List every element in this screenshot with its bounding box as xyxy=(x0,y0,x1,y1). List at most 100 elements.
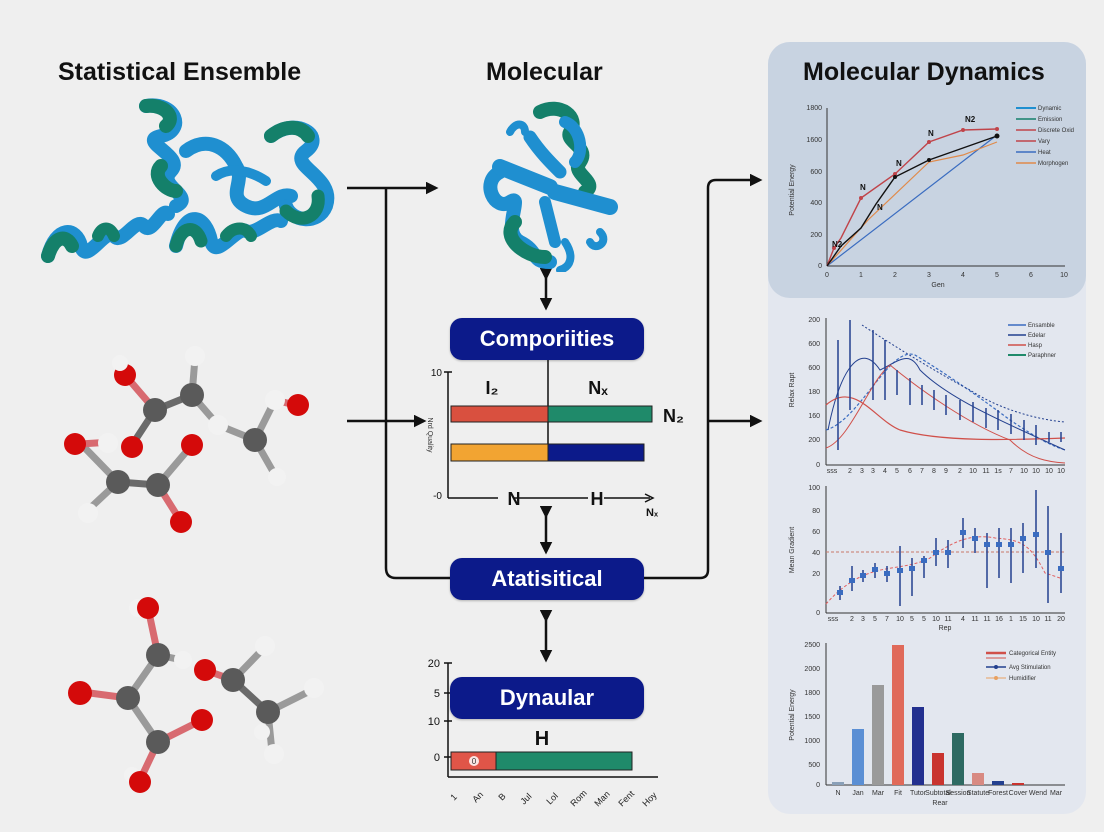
svg-text:20: 20 xyxy=(812,571,820,578)
svg-text:Edelar: Edelar xyxy=(1028,333,1045,339)
svg-text:Hasp: Hasp xyxy=(1028,343,1043,349)
svg-text:1500: 1500 xyxy=(804,714,820,721)
svg-text:10: 10 xyxy=(1032,468,1040,475)
svg-text:5: 5 xyxy=(995,272,999,279)
compositions-node[interactable]: Comporiities xyxy=(450,318,644,360)
svg-text:7: 7 xyxy=(885,616,889,623)
svg-text:Morphogen: Morphogen xyxy=(1038,161,1068,167)
svg-text:Discrete Oxid: Discrete Oxid xyxy=(1038,128,1074,134)
svg-text:Potential Energy: Potential Energy xyxy=(789,164,796,216)
svg-text:10: 10 xyxy=(428,716,440,728)
svg-text:H: H xyxy=(591,489,604,509)
svg-text:10: 10 xyxy=(1060,272,1068,279)
dynaular-node[interactable]: Dynaular xyxy=(450,677,644,719)
svg-text:600: 600 xyxy=(808,365,820,372)
svg-text:I₂: I₂ xyxy=(486,378,499,398)
svg-text:Rom: Rom xyxy=(568,788,589,809)
svg-text:3: 3 xyxy=(861,616,865,623)
svg-text:Heat: Heat xyxy=(1038,150,1051,156)
svg-text:5: 5 xyxy=(434,688,440,700)
svg-text:100: 100 xyxy=(808,485,820,492)
svg-text:Rep: Rep xyxy=(939,625,952,632)
svg-text:4: 4 xyxy=(961,616,965,623)
svg-text:4: 4 xyxy=(883,468,887,475)
svg-text:11: 11 xyxy=(971,616,978,623)
svg-text:N2: N2 xyxy=(965,115,976,124)
svg-text:Jul: Jul xyxy=(518,791,533,806)
svg-text:0: 0 xyxy=(816,610,820,617)
svg-text:Paraphner: Paraphner xyxy=(1028,353,1056,359)
svg-text:600: 600 xyxy=(810,169,822,176)
svg-text:Humidifier: Humidifier xyxy=(1009,676,1036,682)
svg-text:10: 10 xyxy=(896,616,904,623)
composition-chart: 10 -0 Nrd Quality I₂ Nₓ N₂ N H Nₓ xyxy=(426,360,684,519)
svg-text:Categorical Entity: Categorical Entity xyxy=(1009,651,1056,657)
middle-column-title: Molecular xyxy=(486,58,603,86)
svg-text:10: 10 xyxy=(1020,468,1028,475)
svg-text:B: B xyxy=(496,791,507,802)
svg-text:Vary: Vary xyxy=(1038,139,1050,145)
svg-text:200: 200 xyxy=(808,317,820,324)
svg-text:N: N xyxy=(896,159,902,168)
svg-text:N: N xyxy=(928,129,934,138)
statistical-node[interactable]: Atatisitical xyxy=(450,558,644,600)
svg-text:11: 11 xyxy=(1044,616,1051,623)
svg-text:0: 0 xyxy=(825,272,829,279)
compositions-label: Comporiities xyxy=(479,326,615,351)
svg-text:Cover: Cover xyxy=(1009,790,1028,797)
svg-text:8: 8 xyxy=(932,468,936,475)
svg-text:Avg Stimulation: Avg Stimulation xyxy=(1009,665,1051,671)
svg-text:0: 0 xyxy=(472,757,477,766)
svg-text:1: 1 xyxy=(1009,616,1013,623)
svg-text:5: 5 xyxy=(922,616,926,623)
svg-text:sss: sss xyxy=(828,616,839,623)
svg-text:Fent: Fent xyxy=(616,788,636,808)
svg-text:Hoy: Hoy xyxy=(640,790,659,809)
svg-text:1000: 1000 xyxy=(804,738,820,745)
svg-text:2: 2 xyxy=(848,468,852,475)
molecule-image-2 xyxy=(68,597,324,793)
svg-text:5: 5 xyxy=(910,616,914,623)
svg-text:N: N xyxy=(835,790,840,797)
svg-text:Nrd Quality: Nrd Quality xyxy=(426,417,433,453)
svg-text:2: 2 xyxy=(958,468,962,475)
svg-text:Nₓ: Nₓ xyxy=(588,378,608,398)
svg-text:Mar: Mar xyxy=(1050,790,1063,797)
svg-text:Potential Energy: Potential Energy xyxy=(789,689,796,741)
svg-text:500: 500 xyxy=(808,762,820,769)
svg-text:1800: 1800 xyxy=(806,105,822,112)
svg-text:Emission: Emission xyxy=(1038,117,1062,123)
svg-text:2: 2 xyxy=(850,616,854,623)
svg-text:Mar: Mar xyxy=(872,790,885,797)
svg-text:Dynamic: Dynamic xyxy=(1038,106,1061,112)
svg-text:H: H xyxy=(535,728,549,750)
svg-text:Subtotal: Subtotal xyxy=(925,790,951,797)
right-panel-header xyxy=(768,42,1086,298)
svg-text:160: 160 xyxy=(808,413,820,420)
svg-text:Rear: Rear xyxy=(932,800,948,807)
svg-text:3: 3 xyxy=(927,272,931,279)
svg-text:0: 0 xyxy=(818,263,822,270)
svg-text:10: 10 xyxy=(1045,468,1053,475)
svg-text:180: 180 xyxy=(808,389,820,396)
svg-text:11: 11 xyxy=(982,468,989,475)
svg-text:6: 6 xyxy=(908,468,912,475)
line-chart-relaxation: 200 600 600 180 160 200 0 Relax Rapt sss 2 3 3 4 5… xyxy=(789,317,1066,475)
svg-text:2000: 2000 xyxy=(804,666,820,673)
svg-text:16: 16 xyxy=(995,616,1003,623)
svg-text:Fit: Fit xyxy=(894,790,902,797)
svg-text:11: 11 xyxy=(944,616,951,623)
svg-text:1800: 1800 xyxy=(804,690,820,697)
svg-text:Forest: Forest xyxy=(988,790,1008,797)
svg-text:1: 1 xyxy=(448,792,459,803)
svg-text:10: 10 xyxy=(1057,468,1065,475)
svg-text:-0: -0 xyxy=(433,491,442,502)
svg-text:Mean Gradient: Mean Gradient xyxy=(789,527,796,573)
svg-text:1600: 1600 xyxy=(806,137,822,144)
svg-text:20: 20 xyxy=(1057,616,1065,623)
svg-text:Lol: Lol xyxy=(544,791,560,807)
right-column-title: Molecular Dynamics xyxy=(803,58,1045,86)
svg-text:N2: N2 xyxy=(832,240,843,249)
svg-text:200: 200 xyxy=(810,232,822,239)
line-chart-energy: 1800 1600 600 400 200 0 0 1 2 3 4 5 6 10… xyxy=(789,105,1074,289)
